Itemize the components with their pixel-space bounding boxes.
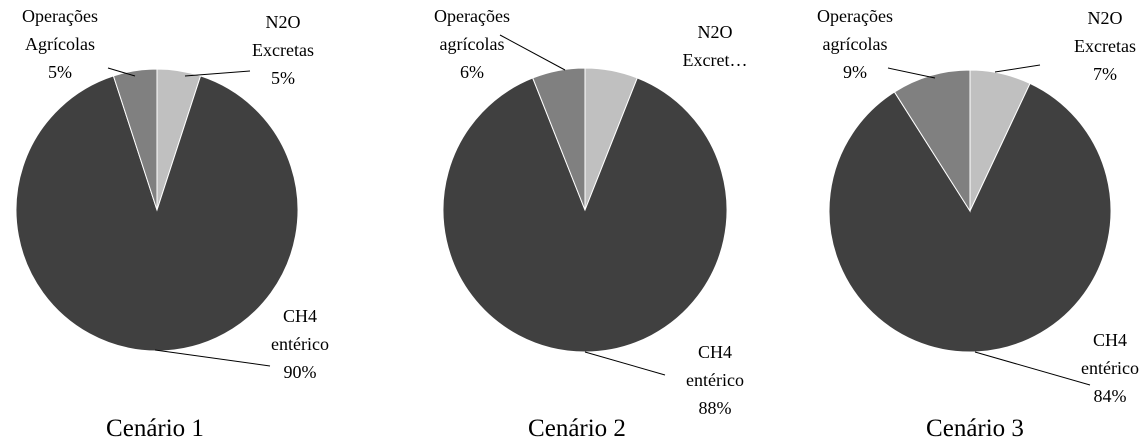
slice-value-label: 90% — [284, 362, 317, 382]
slice-value-label: 9% — [843, 62, 867, 82]
leader-line — [584, 351, 666, 376]
leader-line — [994, 64, 1041, 73]
slice-label: N2O Excretas — [1074, 8, 1136, 56]
slice-label: Operações Agrícolas — [22, 6, 98, 54]
leader-line — [887, 67, 936, 79]
chart-title: Cenário 3 — [926, 415, 1024, 442]
chart-title: Cenário 2 — [528, 415, 626, 442]
pie-slice — [828, 82, 1112, 353]
leader-line — [499, 34, 566, 71]
slice-value-label: 84% — [1094, 386, 1127, 406]
slice-label: N2O Excret… — [683, 22, 748, 70]
slice-label: CH4 entérico — [686, 342, 744, 390]
leader-line — [107, 67, 136, 77]
pie-slice — [112, 68, 158, 211]
slice-value-label: 88% — [699, 398, 732, 418]
slice-label: CH4 entérico — [1081, 330, 1139, 378]
slice-value-label: 6% — [460, 62, 484, 82]
slice-label: CH4 entérico — [271, 306, 329, 354]
leader-line — [184, 70, 251, 77]
slice-value-label: 5% — [48, 62, 72, 82]
slice-value-label: 5% — [271, 68, 295, 88]
leader-line — [974, 351, 1091, 386]
pie-slice — [442, 77, 728, 353]
pie-slice — [893, 69, 971, 213]
slice-label: Operações agrícolas — [817, 6, 893, 54]
slice-value-label: 7% — [1093, 64, 1117, 84]
pie-slice — [15, 75, 299, 352]
chart-title: Cenário 1 — [106, 415, 204, 442]
pie-slice — [532, 67, 586, 211]
slice-label: Operações agrícolas — [434, 6, 510, 54]
leader-line — [154, 349, 271, 367]
slice-label: N2O Excretas — [252, 12, 314, 60]
